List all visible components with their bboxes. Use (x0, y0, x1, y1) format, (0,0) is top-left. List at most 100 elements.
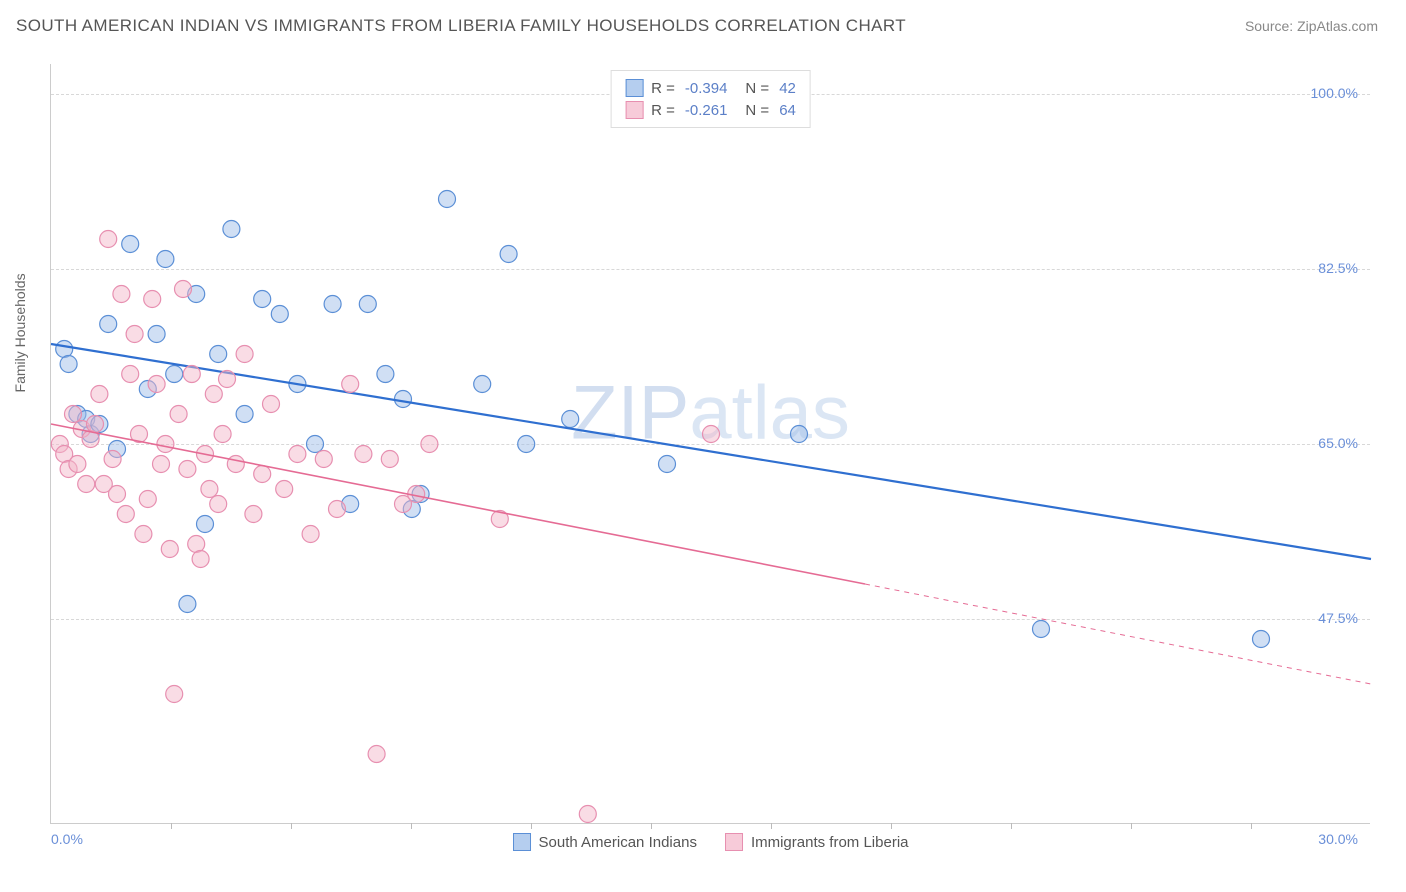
data-point (245, 506, 262, 523)
data-point (355, 446, 372, 463)
data-point (271, 306, 288, 323)
x-tick-mark (1011, 823, 1012, 829)
plot-area: ZIPatlas R = -0.394 N = 42 R = -0.261 N … (50, 64, 1370, 824)
data-point (192, 551, 209, 568)
data-point (170, 406, 187, 423)
data-point (183, 366, 200, 383)
data-point (703, 426, 720, 443)
data-point (289, 446, 306, 463)
chart-header: SOUTH AMERICAN INDIAN VS IMMIGRANTS FROM… (0, 0, 1406, 46)
data-point (421, 436, 438, 453)
data-point (157, 436, 174, 453)
data-point (175, 281, 192, 298)
data-point (188, 536, 205, 553)
x-tick-mark (171, 823, 172, 829)
data-point (100, 316, 117, 333)
data-point (329, 501, 346, 518)
y-tick-label: 65.0% (1318, 435, 1358, 451)
x-tick-mark (1131, 823, 1132, 829)
x-tick-mark (411, 823, 412, 829)
scatter-plot-svg (51, 64, 1370, 823)
data-point (1033, 621, 1050, 638)
data-point (210, 496, 227, 513)
data-point (236, 346, 253, 363)
data-point (144, 291, 161, 308)
data-point (65, 406, 82, 423)
data-point (368, 746, 385, 763)
data-point (148, 376, 165, 393)
chart-title: SOUTH AMERICAN INDIAN VS IMMIGRANTS FROM… (16, 16, 906, 36)
swatch-icon (625, 101, 643, 119)
y-tick-label: 47.5% (1318, 610, 1358, 626)
data-point (60, 356, 77, 373)
data-point (254, 291, 271, 308)
data-point (562, 411, 579, 428)
data-point (500, 246, 517, 263)
legend-item: Immigrants from Liberia (725, 833, 909, 851)
data-point (100, 231, 117, 248)
data-point (56, 341, 73, 358)
data-point (474, 376, 491, 393)
trend-line (51, 344, 1371, 559)
data-point (219, 371, 236, 388)
data-point (439, 191, 456, 208)
x-tick-mark (291, 823, 292, 829)
data-point (214, 426, 231, 443)
legend-stats-row: R = -0.394 N = 42 (625, 77, 796, 99)
data-point (179, 596, 196, 613)
legend-item: South American Indians (513, 833, 697, 851)
data-point (659, 456, 676, 473)
data-point (179, 461, 196, 478)
trend-line-extrapolated (865, 584, 1371, 684)
data-point (78, 476, 95, 493)
data-point (135, 526, 152, 543)
y-tick-label: 82.5% (1318, 260, 1358, 276)
x-tick-mark (531, 823, 532, 829)
data-point (153, 456, 170, 473)
x-tick-mark (1251, 823, 1252, 829)
data-point (227, 456, 244, 473)
data-point (579, 806, 596, 823)
legend-series: South American Indians Immigrants from L… (513, 833, 909, 851)
data-point (205, 386, 222, 403)
data-point (223, 221, 240, 238)
legend-stats-box: R = -0.394 N = 42 R = -0.261 N = 64 (610, 70, 811, 128)
data-point (201, 481, 218, 498)
chart-area: Family Households ZIPatlas R = -0.394 N … (44, 54, 1384, 834)
data-point (254, 466, 271, 483)
x-tick-mark (651, 823, 652, 829)
x-tick-label: 0.0% (51, 831, 83, 847)
data-point (197, 516, 214, 533)
y-tick-label: 100.0% (1311, 85, 1358, 101)
data-point (1253, 631, 1270, 648)
data-point (139, 491, 156, 508)
data-point (87, 416, 104, 433)
data-point (166, 686, 183, 703)
x-tick-mark (891, 823, 892, 829)
data-point (126, 326, 143, 343)
data-point (315, 451, 332, 468)
data-point (122, 236, 139, 253)
data-point (210, 346, 227, 363)
data-point (518, 436, 535, 453)
data-point (104, 451, 121, 468)
trend-line (51, 424, 865, 584)
x-tick-mark (771, 823, 772, 829)
swatch-icon (725, 833, 743, 851)
data-point (381, 451, 398, 468)
data-point (91, 386, 108, 403)
data-point (324, 296, 341, 313)
swatch-icon (513, 833, 531, 851)
data-point (302, 526, 319, 543)
data-point (236, 406, 253, 423)
data-point (166, 366, 183, 383)
data-point (395, 391, 412, 408)
x-tick-label: 30.0% (1318, 831, 1358, 847)
data-point (276, 481, 293, 498)
data-point (117, 506, 134, 523)
data-point (113, 286, 130, 303)
data-point (791, 426, 808, 443)
data-point (69, 456, 86, 473)
data-point (148, 326, 165, 343)
source-attribution: Source: ZipAtlas.com (1245, 18, 1378, 34)
